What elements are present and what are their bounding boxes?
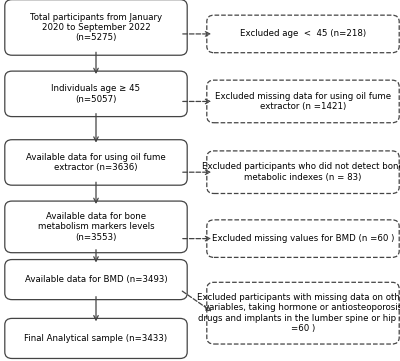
FancyBboxPatch shape: [207, 282, 399, 344]
Text: Excluded missing values for BMD (n =60 ): Excluded missing values for BMD (n =60 ): [212, 234, 394, 243]
Text: Final Analytical sample (n=3433): Final Analytical sample (n=3433): [24, 334, 168, 343]
Text: Available data for bone
metabolism markers levels
(n=3553): Available data for bone metabolism marke…: [38, 212, 154, 242]
FancyBboxPatch shape: [5, 318, 187, 358]
FancyBboxPatch shape: [207, 151, 399, 193]
Text: Available data for using oil fume
extractor (n=3636): Available data for using oil fume extrac…: [26, 153, 166, 172]
FancyBboxPatch shape: [5, 140, 187, 185]
FancyBboxPatch shape: [207, 80, 399, 123]
Text: Excluded participants who did not detect bone
metabolic indexes (n = 83): Excluded participants who did not detect…: [202, 162, 400, 182]
FancyBboxPatch shape: [5, 260, 187, 300]
Text: Available data for BMD (n=3493): Available data for BMD (n=3493): [25, 275, 167, 284]
FancyBboxPatch shape: [5, 0, 187, 55]
Text: Excluded missing data for using oil fume
extractor (n =1421): Excluded missing data for using oil fume…: [215, 92, 391, 111]
Text: Excluded age  <  45 (n=218): Excluded age < 45 (n=218): [240, 30, 366, 38]
Text: Total participants from January
2020 to September 2022
(n=5275): Total participants from January 2020 to …: [30, 13, 162, 42]
FancyBboxPatch shape: [207, 220, 399, 257]
FancyBboxPatch shape: [207, 15, 399, 53]
FancyBboxPatch shape: [5, 71, 187, 117]
FancyBboxPatch shape: [5, 201, 187, 253]
Text: Individuals age ≥ 45
(n=5057): Individuals age ≥ 45 (n=5057): [52, 84, 140, 104]
Text: Excluded participants with missing data on other
variables, taking hormone or an: Excluded participants with missing data …: [197, 293, 400, 333]
